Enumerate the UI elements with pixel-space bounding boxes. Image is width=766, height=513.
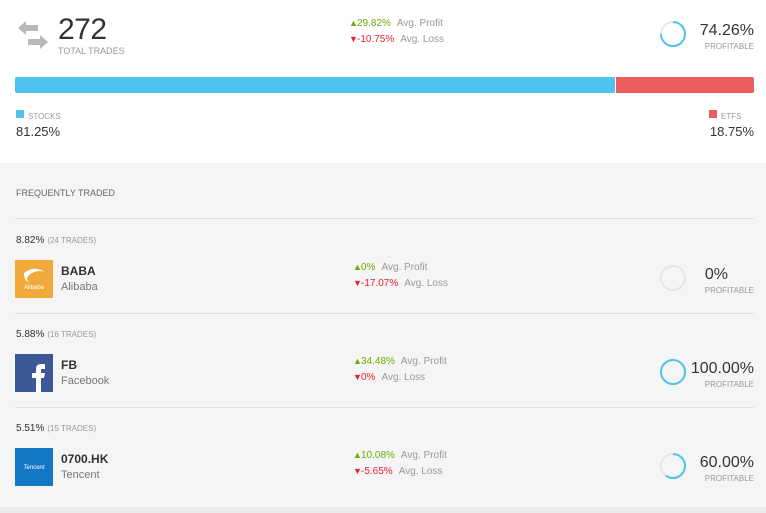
stock-symbol[interactable]: BABA: [61, 264, 96, 278]
stock-symbol[interactable]: FB: [61, 358, 77, 372]
profitable-ring: [660, 265, 686, 291]
arrow-up-icon: ▲: [349, 18, 358, 28]
trade-share: 8.82% (24 TRADES): [16, 235, 97, 246]
trade-share: 5.88% (16 TRADES): [16, 329, 97, 340]
avg-profit-value: 29.82%: [357, 18, 391, 29]
profitable-label: PROFITABLE: [704, 42, 754, 51]
avg-profit-line: ▲34.48% Avg. Profit: [353, 356, 447, 367]
etfs-segment: [614, 77, 754, 93]
total-trades-count: 272: [58, 13, 107, 46]
avg-loss-line: ▼-17.07% Avg. Loss: [353, 278, 448, 289]
etfs-label: ETFS: [721, 112, 742, 121]
stocks-segment: [15, 77, 615, 93]
avg-loss-line: ▼-5.65% Avg. Loss: [353, 466, 443, 477]
company-name: Alibaba: [61, 281, 98, 293]
arrow-up-icon: ▲: [353, 356, 362, 366]
svg-text:Alibaba: Alibaba: [24, 285, 45, 291]
etfs-pct: 18.75%: [709, 124, 754, 139]
profitable-label: PROFITABLE: [704, 474, 754, 483]
avg-profit-line: ▲29.82% Avg. Profit: [349, 18, 443, 29]
arrow-down-icon: ▼: [353, 372, 362, 382]
arrow-down-icon: ▼: [349, 34, 358, 44]
swap-arrows-icon: [18, 21, 48, 49]
profitable-label: PROFITABLE: [704, 286, 754, 295]
frequently-traded-title: FREQUENTLY TRADED: [16, 188, 116, 198]
trade-share: 5.51% (15 TRADES): [16, 423, 97, 434]
divider: [15, 407, 754, 408]
stock-symbol[interactable]: 0700.HK: [61, 452, 109, 466]
profitable-label: PROFITABLE: [704, 380, 754, 389]
arrow-down-icon: ▼: [353, 278, 362, 288]
avg-profit-line: ▲10.08% Avg. Profit: [353, 450, 447, 461]
summary-panel: 272 TOTAL TRADES ▲29.82% Avg. Profit ▼-10…: [0, 0, 766, 163]
profitable-pct: 100.00%: [690, 360, 754, 377]
tencent-logo[interactable]: Tencent: [15, 448, 53, 486]
arrow-up-icon: ▲: [353, 262, 362, 272]
arrow-down-icon: ▼: [353, 466, 362, 476]
divider: [15, 313, 754, 314]
profitable-pct: 0%: [704, 266, 728, 283]
avg-loss-value: -10.75%: [357, 34, 395, 45]
avg-profit-label: Avg. Profit: [396, 18, 443, 29]
stocks-swatch: [16, 110, 24, 118]
avg-loss-label: Avg. Loss: [400, 34, 444, 45]
stocks-label: STOCKS: [28, 112, 61, 121]
profitable-ring: [660, 21, 686, 47]
profitable-ring: [660, 453, 686, 479]
arrow-up-icon: ▲: [353, 450, 362, 460]
divider: [15, 218, 754, 219]
stocks-pct: 81.25%: [16, 124, 61, 139]
company-name: Facebook: [61, 375, 110, 387]
total-trades-label: TOTAL TRADES: [58, 46, 125, 56]
profitable-pct: 60.00%: [699, 454, 754, 471]
avg-loss-line: ▼-10.75% Avg. Loss: [349, 34, 444, 45]
company-name: Tencent: [61, 469, 100, 481]
facebook-logo[interactable]: [15, 354, 53, 392]
profitable-ring: [660, 359, 686, 385]
etfs-swatch: [709, 110, 717, 118]
svg-text:Tencent: Tencent: [23, 465, 44, 471]
avg-profit-line: ▲0% Avg. Profit: [353, 262, 428, 273]
alibaba-logo[interactable]: Alibaba: [15, 260, 53, 298]
profitable-pct: 74.26%: [699, 22, 754, 39]
bottom-strip: [0, 507, 766, 513]
avg-loss-line: ▼0% Avg. Loss: [353, 372, 426, 383]
allocation-bar: [15, 77, 754, 93]
